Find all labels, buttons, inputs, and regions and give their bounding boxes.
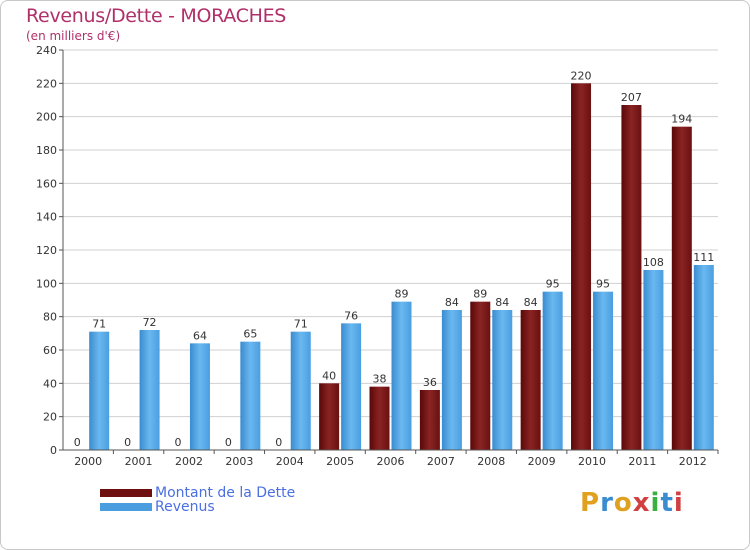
- brand-logo-letter: x: [632, 488, 651, 518]
- bar-revenus: [593, 291, 614, 450]
- data-label-dette: 0: [174, 436, 181, 449]
- data-label-revenus: 76: [344, 309, 358, 322]
- data-label-revenus: 64: [193, 329, 207, 342]
- y-tick-label: 180: [36, 144, 57, 157]
- brand-logo-letter: i: [650, 488, 661, 518]
- x-tick-label: 2002: [175, 455, 203, 468]
- legend-swatch-dette: [100, 489, 152, 497]
- data-label-dette: 40: [322, 369, 336, 382]
- bar-revenus: [391, 301, 412, 450]
- data-label-dette: 89: [473, 288, 487, 301]
- bar-dette: [369, 386, 390, 450]
- x-tick-label: 2011: [628, 455, 656, 468]
- bar-dette: [470, 301, 491, 450]
- bar-revenus: [643, 270, 664, 450]
- data-label-revenus: 84: [495, 296, 509, 309]
- data-label-revenus: 71: [92, 318, 106, 331]
- x-tick-label: 2000: [74, 455, 102, 468]
- bar-dette: [671, 126, 692, 451]
- x-tick-label: 2008: [477, 455, 505, 468]
- bar-revenus: [693, 265, 714, 450]
- data-label-revenus: 108: [643, 256, 664, 269]
- legend-label-revenus: Revenus: [155, 499, 215, 515]
- brand-logo-letter: i: [673, 488, 684, 518]
- data-label-dette: 194: [671, 113, 692, 126]
- bar-revenus: [542, 291, 563, 450]
- data-label-dette: 0: [275, 436, 282, 449]
- data-label-dette: 38: [373, 373, 387, 386]
- brand-logo-letter: t: [660, 488, 674, 518]
- data-label-revenus: 84: [445, 296, 459, 309]
- y-tick-label: 60: [43, 344, 57, 357]
- data-label-revenus: 65: [243, 328, 257, 341]
- chart-title: Revenus/Dette - MORACHES: [26, 5, 287, 27]
- data-label-revenus: 95: [596, 278, 610, 291]
- data-label-revenus: 72: [143, 316, 157, 329]
- data-label-dette: 36: [423, 376, 437, 389]
- brand-logo: Proxiti: [580, 488, 684, 518]
- bar-revenus: [189, 343, 210, 450]
- bar-revenus: [240, 341, 261, 450]
- y-tick-label: 240: [36, 44, 57, 57]
- legend-item-revenus: Revenus: [100, 499, 295, 515]
- brand-logo-letter: o: [613, 488, 633, 518]
- bar-revenus: [441, 310, 462, 450]
- x-tick-label: 2005: [326, 455, 354, 468]
- bar-revenus: [89, 331, 110, 450]
- x-tick-label: 2006: [377, 455, 405, 468]
- brand-logo-letter: r: [600, 488, 614, 518]
- data-label-dette: 0: [225, 436, 232, 449]
- x-tick-label: 2007: [427, 455, 455, 468]
- x-tick-label: 2012: [679, 455, 707, 468]
- y-tick-label: 160: [36, 177, 57, 190]
- y-tick-label: 80: [43, 311, 57, 324]
- bar-revenus: [341, 323, 362, 450]
- bar-dette: [319, 383, 340, 450]
- x-tick-label: 2001: [125, 455, 153, 468]
- data-label-revenus: 95: [546, 278, 560, 291]
- data-label-revenus: 71: [294, 318, 308, 331]
- y-tick-label: 200: [36, 111, 57, 124]
- legend-item-dette: Montant de la Dette: [100, 485, 296, 501]
- y-tick-label: 20: [43, 411, 57, 424]
- x-tick-label: 2004: [276, 455, 304, 468]
- bar-dette: [571, 83, 592, 450]
- y-tick-label: 140: [36, 211, 57, 224]
- x-tick-label: 2010: [578, 455, 606, 468]
- bar-dette: [621, 105, 642, 450]
- bar-revenus: [290, 331, 311, 450]
- chart-subtitle: (en milliers d'€): [26, 29, 121, 43]
- y-tick-label: 0: [50, 444, 57, 457]
- chart-legend: Montant de la Dette Revenus: [100, 485, 296, 515]
- bar-dette: [520, 310, 541, 450]
- data-label-revenus: 111: [693, 251, 714, 264]
- y-tick-label: 40: [43, 377, 57, 390]
- data-label-dette: 84: [524, 296, 538, 309]
- data-label-dette: 0: [124, 436, 131, 449]
- bar-revenus: [139, 330, 160, 450]
- x-tick-label: 2009: [528, 455, 556, 468]
- data-label-dette: 0: [74, 436, 81, 449]
- data-label-dette: 207: [621, 91, 642, 104]
- bar-dette: [419, 390, 440, 450]
- legend-swatch-revenus: [100, 503, 152, 511]
- data-label-dette: 220: [571, 69, 592, 82]
- y-tick-label: 100: [36, 277, 57, 290]
- y-tick-label: 220: [36, 77, 57, 90]
- y-tick-label: 120: [36, 244, 57, 257]
- x-tick-label: 2003: [225, 455, 253, 468]
- brand-logo-letter: P: [580, 488, 601, 518]
- data-label-revenus: 89: [395, 288, 409, 301]
- bar-revenus: [492, 310, 513, 450]
- legend-label-dette: Montant de la Dette: [155, 485, 296, 501]
